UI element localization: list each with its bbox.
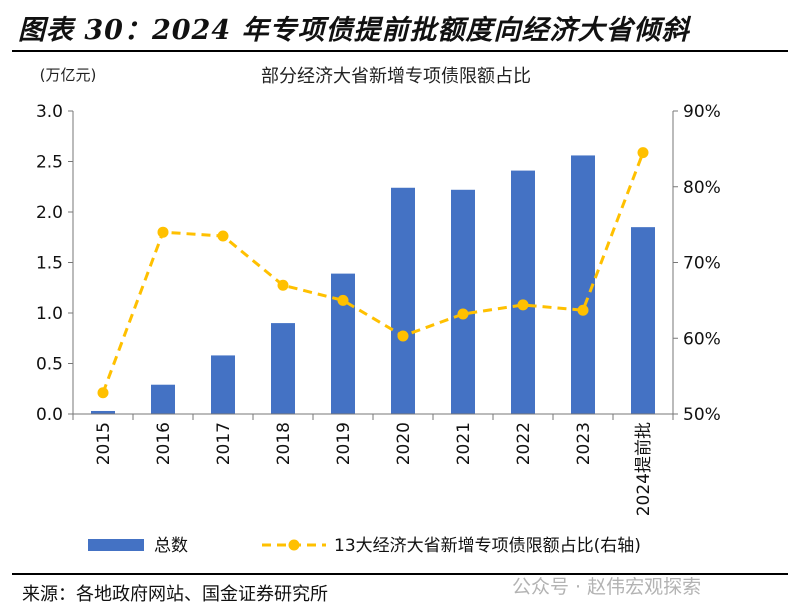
legend-line-label: 13大经济大省新增专项债限额占比(右轴)	[334, 536, 641, 556]
point-2021	[457, 308, 469, 320]
point-2020	[397, 330, 409, 342]
bar-2021	[451, 189, 475, 414]
point-2023	[577, 304, 589, 316]
figure-title: 图表 30：2024 年专项债提前批额度向经济大省倾斜	[18, 15, 690, 46]
legend-bar-label: 总数	[154, 536, 188, 556]
bar-2018	[271, 323, 295, 414]
line-series	[97, 147, 649, 399]
left-tick-label: 3.0	[36, 102, 63, 122]
bar-2024提前批	[631, 227, 655, 414]
left-axis-unit: (万亿元)	[40, 66, 97, 84]
bar-2015	[91, 410, 115, 414]
x-tick-label: 2017	[214, 422, 234, 465]
point-2018	[277, 279, 289, 291]
left-tick-label: 2.5	[36, 153, 63, 173]
right-tick-label: 50%	[683, 405, 721, 425]
point-2016	[157, 226, 169, 238]
bar-2017	[211, 355, 235, 414]
title-rule	[12, 50, 788, 52]
x-tick-label: 2019	[334, 422, 354, 465]
x-tick-label: 2018	[274, 422, 294, 465]
chart-title: 部分经济大省新增专项债限额占比	[261, 66, 531, 87]
line-path	[101, 152, 645, 394]
watermark: 公众号 · 赵伟宏观探索	[512, 576, 702, 598]
legend: 总数 13大经济大省新增专项债限额占比(右轴)	[88, 536, 641, 556]
point-2024提前批	[637, 147, 649, 159]
right-tick-label: 70%	[683, 254, 721, 274]
x-tick-label: 2020	[394, 422, 414, 465]
x-tick-label: 2015	[94, 422, 114, 465]
x-tick-label: 2022	[514, 422, 534, 465]
point-2019	[337, 294, 349, 306]
left-tick-label: 1.0	[36, 304, 63, 324]
left-tick-label: 0.0	[36, 405, 63, 425]
point-2015	[97, 387, 109, 399]
axes: 0.0 0.5 1.0 1.5 2.0 2.5 3.0 50% 60% 70% 80% 90% 2015…	[36, 102, 721, 516]
left-tick-label: 2.0	[36, 203, 63, 223]
legend-bar-swatch	[88, 539, 144, 551]
x-tick-label: 2021	[454, 422, 474, 465]
right-tick-label: 90%	[683, 102, 721, 122]
left-tick-label: 1.5	[36, 254, 63, 274]
bar-2016	[151, 384, 175, 414]
source-note: 来源：各地政府网站、国金证券研究所	[22, 584, 328, 605]
bar-series	[91, 155, 655, 414]
bar-2023	[571, 155, 595, 414]
right-tick-label: 80%	[683, 178, 721, 198]
point-2017	[217, 230, 229, 242]
bar-2022	[511, 170, 535, 414]
legend-line-marker	[288, 539, 300, 551]
x-tick-label: 2023	[574, 422, 594, 465]
footer-rule	[12, 573, 788, 575]
bar-2020	[391, 187, 415, 414]
point-2022	[517, 299, 529, 311]
right-tick-label: 60%	[683, 329, 721, 349]
x-tick-label: 2016	[154, 422, 174, 465]
x-tick-label: 2024提前批	[634, 422, 654, 516]
left-tick-label: 0.5	[36, 355, 63, 375]
bar-2019	[331, 273, 355, 414]
